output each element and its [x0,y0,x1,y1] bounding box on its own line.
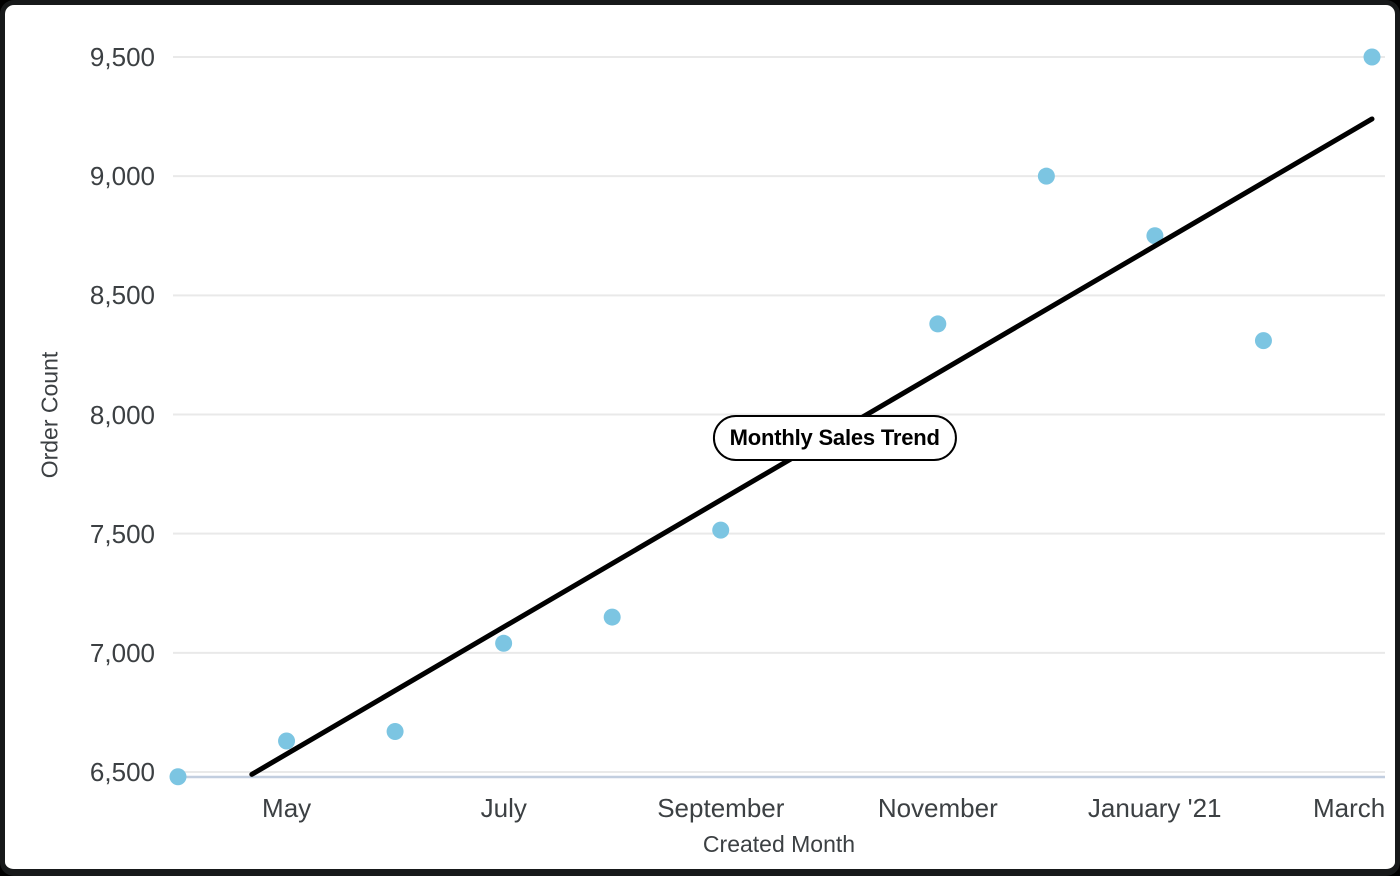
data-point [495,634,513,652]
data-point [1363,48,1381,66]
x-tick-label: July [480,793,527,823]
trend-annotation-badge: Monthly Sales Trend [712,415,957,462]
x-tick-label: September [657,793,785,823]
y-tick-label: 8,000 [89,399,155,430]
y-tick-label: 7,500 [89,518,155,549]
data-point [603,608,621,626]
data-point [712,521,730,539]
data-point [1037,167,1055,185]
y-tick-label: 9,000 [89,161,155,192]
x-axis-title: Created Month [702,831,856,857]
y-tick-label: 9,500 [89,42,155,72]
x-tick-label: May [262,793,312,823]
y-tick-label: 7,000 [89,637,155,668]
data-point [386,722,404,740]
x-tick-label: March [1313,793,1386,823]
data-point [1146,227,1164,245]
data-point [929,315,947,333]
data-point [169,768,187,786]
data-point [278,732,296,750]
trend-annotation-label: Monthly Sales Trend [729,425,940,451]
scatter-plot-canvas [169,48,1385,786]
y-tick-label: 8,500 [89,280,155,311]
y-axis-title: Order Count [36,351,63,479]
x-tick-label: January '21 [1087,793,1222,823]
x-tick-label: November [877,793,998,823]
y-tick-label: 6,500 [89,757,155,787]
data-point [1254,332,1272,350]
